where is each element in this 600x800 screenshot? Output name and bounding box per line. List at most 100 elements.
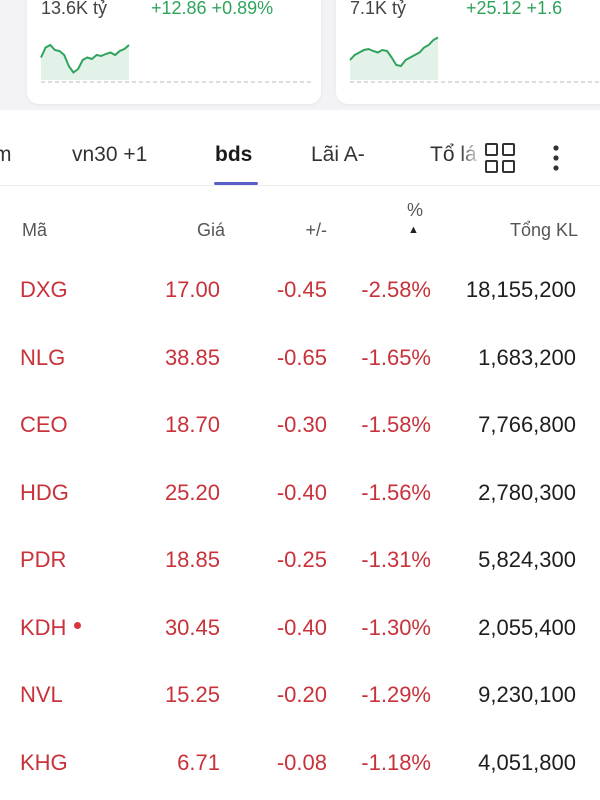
sparkline-area <box>350 37 438 80</box>
stock-price-text: 15.25 <box>164 682 220 707</box>
stock-price: 18.70 <box>165 412 220 438</box>
stock-percent-text: -1.65% <box>361 344 431 370</box>
table-row[interactable]: NLG 38.85 -0.65 -1.65% 1,683,200 <box>0 326 600 394</box>
stock-change: -0.08 <box>277 750 327 776</box>
stock-volume-text: 2,780,300 <box>478 479 576 505</box>
stock-volume-text: 9,230,100 <box>478 682 576 707</box>
stock-percent-text: -1.58% <box>361 412 431 437</box>
stock-volume: 2,780,300 <box>478 480 576 506</box>
grid-icon[interactable] <box>484 142 516 174</box>
index-card-sparkline <box>40 43 311 83</box>
stock-percent: -1.56% <box>361 480 431 506</box>
index-card[interactable]: 7.1K tỷ +25.12 +1.6 <box>336 0 600 104</box>
index-card[interactable]: 13.6K tỷ +12.86 +0.89% <box>27 0 321 104</box>
stock-symbol-text: KDH <box>20 614 67 640</box>
stock-volume: 1,683,200 <box>478 345 576 371</box>
stock-change: -0.20 <box>277 682 327 708</box>
stock-price: 6.71 <box>177 750 220 776</box>
stock-volume-text: 2,055,400 <box>478 614 576 640</box>
stock-change: -0.45 <box>277 277 327 303</box>
index-card-change: +25.12 +1.6 <box>466 0 563 18</box>
stock-change-text: -0.30 <box>276 412 327 437</box>
stock-volume-text: 4,051,800 <box>478 749 576 775</box>
index-card-sparkline <box>349 36 600 83</box>
stock-price: 17.00 <box>165 277 220 303</box>
stock-price-text: 18.70 <box>164 412 220 437</box>
stock-symbol-text: KHG <box>20 749 68 775</box>
stock-symbol: CEO <box>20 412 68 438</box>
stock-change-text: -0.25 <box>276 547 327 572</box>
stock-symbol: NVL <box>20 682 63 708</box>
stock-price-text: 30.45 <box>164 614 220 640</box>
stock-change: -0.30 <box>277 412 327 438</box>
stock-volume: 9,230,100 <box>478 682 576 708</box>
stock-symbol: DXG <box>20 277 68 303</box>
stock-symbol-text: DXG <box>20 277 68 302</box>
stock-symbol-text: NVL <box>20 682 63 707</box>
stock-percent-text: -1.56% <box>361 479 431 505</box>
stock-percent-text: -2.58% <box>361 277 431 302</box>
stock-price-text: 6.71 <box>177 749 220 775</box>
stock-symbol: KHG <box>20 750 68 776</box>
stock-symbol-text: HDG <box>20 479 69 505</box>
tab-bds[interactable]: bds <box>215 143 253 166</box>
stock-percent: -1.29% <box>361 682 431 708</box>
stock-change-text: -0.65 <box>276 344 327 370</box>
stock-change: -0.40 <box>277 615 327 641</box>
sparkline-line <box>349 36 439 68</box>
stock-price: 38.85 <box>165 345 220 371</box>
stock-volume: 4,051,800 <box>478 750 576 776</box>
stock-change-text: -0.45 <box>276 277 327 302</box>
stock-percent: -1.18% <box>361 750 431 776</box>
table-row[interactable]: DXG 17.00 -0.45 -2.58% 18,155,200 <box>0 258 600 326</box>
stock-price: 30.45 <box>165 615 220 641</box>
stock-price: 25.20 <box>165 480 220 506</box>
stock-change: -0.65 <box>277 345 327 371</box>
stock-symbol-text: PDR <box>20 547 67 572</box>
table-header: Mã Giá +/- % ▲ Tổng KL <box>0 186 600 260</box>
header-price[interactable]: Giá <box>196 220 225 240</box>
header-percent[interactable]: % <box>407 200 424 220</box>
stock-percent: -1.65% <box>361 345 431 371</box>
stock-price-text: 17.00 <box>164 277 220 302</box>
table-row[interactable]: NVL 15.25 -0.20 -1.29% 9,230,100 <box>0 663 600 731</box>
watchlist-tabs: m vn30 +1 bds Lãi A- Tổ lá <box>0 128 600 186</box>
tab-lai[interactable]: Lãi A- <box>311 143 365 166</box>
stock-change-text: -0.40 <box>276 479 327 505</box>
index-card-volume: 13.6K tỷ <box>41 0 108 18</box>
tab-vn30[interactable]: vn30 +1 <box>72 143 148 166</box>
stock-symbol: KDH <box>20 614 82 641</box>
stock-volume-text: 5,824,300 <box>478 547 576 572</box>
stock-volume: 2,055,400 <box>478 615 576 641</box>
index-card-change: +12.86 +0.89% <box>151 0 274 18</box>
table-row[interactable]: KDH 30.45 -0.40 -1.30% 2,055,400 <box>0 596 600 664</box>
header-change[interactable]: +/- <box>305 220 327 240</box>
stock-percent: -1.58% <box>361 412 431 438</box>
sort-up-arrow-icon: ▲ <box>408 224 419 236</box>
stock-volume: 18,155,200 <box>466 277 576 303</box>
stock-percent-text: -1.18% <box>361 749 431 775</box>
stock-percent: -2.58% <box>361 277 431 303</box>
stock-price-text: 18.85 <box>164 547 220 572</box>
more-vertical-icon[interactable] <box>545 142 567 174</box>
tab-item[interactable]: m <box>0 143 12 166</box>
header-symbol[interactable]: Mã <box>22 220 48 240</box>
stock-symbol-text: NLG <box>20 344 66 370</box>
stock-change-text: -0.20 <box>276 682 327 707</box>
table-row[interactable]: PDR 18.85 -0.25 -1.31% 5,824,300 <box>0 528 600 596</box>
tabs-fade-overlay <box>460 128 482 184</box>
sparkline-line <box>40 43 130 74</box>
stock-price-text: 25.20 <box>164 479 220 505</box>
stock-volume: 5,824,300 <box>478 547 576 573</box>
table-row[interactable]: KHG 6.71 -0.08 -1.18% 4,051,800 <box>0 731 600 799</box>
stock-symbol-text: CEO <box>20 412 68 437</box>
stock-symbol: HDG <box>20 480 69 506</box>
stock-change: -0.25 <box>277 547 327 573</box>
stock-price: 15.25 <box>165 682 220 708</box>
header-volume[interactable]: Tổng KL <box>509 220 578 240</box>
table-row[interactable]: CEO 18.70 -0.30 -1.58% 7,766,800 <box>0 393 600 461</box>
table-row[interactable]: HDG 25.20 -0.40 -1.56% 2,780,300 <box>0 461 600 529</box>
active-tab-indicator <box>214 182 258 185</box>
stock-volume: 7,766,800 <box>478 412 576 438</box>
alert-dot-icon <box>74 622 82 630</box>
